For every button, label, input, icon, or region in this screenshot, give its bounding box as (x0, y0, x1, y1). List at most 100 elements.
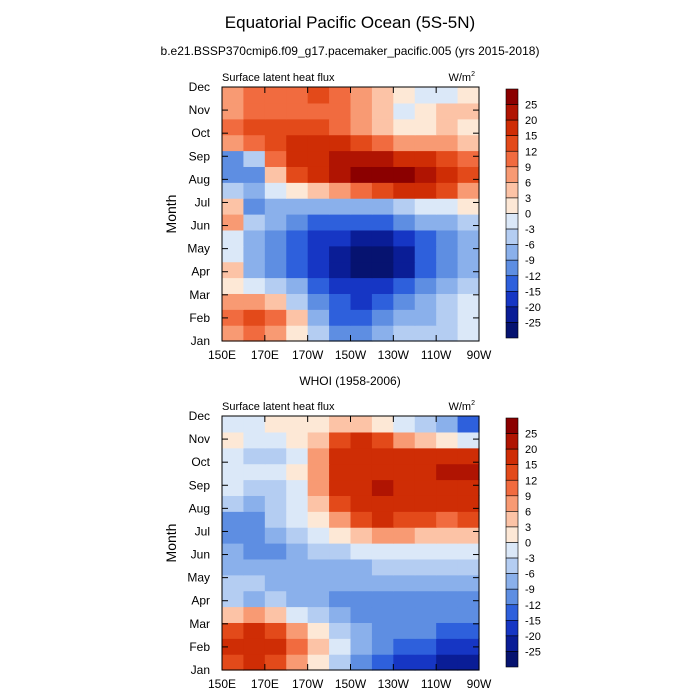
heatmap-cell (436, 150, 459, 167)
heatmap-cell (329, 309, 352, 326)
heatmap-cell (393, 277, 416, 294)
heatmap-cell (436, 543, 459, 560)
heatmap-cell (414, 182, 437, 199)
heatmap-cell (436, 293, 459, 310)
x-tick-label: 170W (292, 348, 324, 362)
heatmap-cell (264, 102, 287, 120)
heatmap-cell (243, 182, 266, 199)
heatmap-cell (457, 654, 480, 671)
heatmap-cell (436, 527, 459, 544)
heatmap-cell (329, 182, 352, 199)
colorbar-box (505, 588, 519, 606)
heatmap-cell (350, 293, 373, 310)
heatmap-cell (222, 622, 245, 639)
heatmap-cell (222, 166, 245, 183)
heatmap-cell (222, 511, 245, 528)
heatmap-cell (371, 543, 394, 560)
heatmap-cell (243, 463, 266, 481)
x-tick-label: 170W (292, 677, 324, 691)
heatmap-cell (222, 182, 245, 199)
heatmap-cell (286, 416, 309, 433)
colorbar-box (505, 479, 519, 497)
colorbar-label: 6 (525, 506, 531, 518)
y-tick-label: Oct (191, 126, 210, 140)
heatmap-cell (329, 527, 352, 544)
heatmap-cell (457, 622, 480, 639)
heatmap-cell (436, 277, 459, 294)
colorbar-box (505, 573, 519, 590)
heatmap-cell (222, 574, 245, 592)
units-label: W/m2 (448, 400, 475, 413)
heatmap-cell (264, 229, 287, 247)
heatmap-cell (371, 134, 394, 152)
heatmap-cell (307, 558, 330, 576)
colorbar-label: 12 (525, 475, 537, 487)
heatmap-cell (307, 638, 330, 655)
heatmap-cell (436, 606, 459, 623)
panel-1: b.e21.BSSP370cmip6.f09_g17.pacemaker_pac… (161, 44, 541, 362)
y-tick-label: Jan (191, 663, 210, 677)
heatmap-cell (329, 574, 352, 592)
heatmap-cell (371, 229, 394, 247)
heatmap-cell (393, 102, 416, 120)
heatmap-cell (457, 416, 480, 433)
heatmap-cell (350, 479, 373, 496)
colorbar-box (505, 166, 519, 183)
y-tick-label: Aug (189, 501, 210, 515)
heatmap-cell (243, 511, 266, 528)
colorbar-box (505, 448, 519, 465)
heatmap-cell (393, 463, 416, 481)
heatmap-cell (264, 214, 287, 231)
heatmap-cell (414, 293, 437, 310)
colorbar-box (505, 275, 519, 292)
heatmap-cell (243, 214, 266, 231)
heatmap-cell (264, 638, 287, 655)
heatmap-cell (307, 479, 330, 496)
heatmap-cell (393, 325, 416, 342)
heatmap-cell (457, 495, 480, 512)
heatmap-cell (264, 431, 287, 449)
colorbar-label: 6 (525, 177, 531, 189)
y-tick-label: May (187, 242, 210, 256)
heatmap-cell (457, 590, 480, 608)
heatmap-cell (350, 198, 373, 215)
heatmap-cell (436, 558, 459, 576)
heatmap-cell (371, 574, 394, 592)
heatmap-cell (264, 198, 287, 215)
heatmap-cell (457, 166, 480, 183)
heatmap-cell (414, 574, 437, 592)
heatmap-cell (414, 134, 437, 152)
colorbar-label: 25 (525, 429, 537, 441)
heatmap-cell (243, 638, 266, 655)
x-tick-label: 150W (335, 348, 367, 362)
heatmap-cell (371, 463, 394, 481)
colorbar-label: -12 (525, 600, 541, 612)
heatmap-cell (457, 118, 480, 136)
colorbar-label: 0 (525, 538, 531, 550)
heatmap-cell (329, 150, 352, 167)
heatmap-cell (286, 511, 309, 528)
y-tick-label: Nov (189, 432, 210, 446)
heatmap-cell (329, 606, 352, 623)
colorbar-box (505, 604, 519, 621)
heatmap-cell (286, 309, 309, 326)
heatmap-cell (414, 558, 437, 576)
colorbar-box (505, 150, 519, 168)
heatmap-cell (307, 293, 330, 310)
heatmap-cell (350, 277, 373, 294)
heatmap-cell (457, 463, 480, 481)
heatmap-cell (264, 558, 287, 576)
variable-label: Surface latent heat flux (222, 72, 335, 84)
panel-title: b.e21.BSSP370cmip6.f09_g17.pacemaker_pac… (161, 44, 540, 58)
heatmap-cell (243, 416, 266, 433)
heatmap-cell (457, 261, 480, 279)
colorbar-box (505, 182, 519, 199)
heatmap-cell (414, 638, 437, 655)
heatmap-cell (393, 543, 416, 560)
heatmap-cell (243, 574, 266, 592)
heatmap-cell (393, 622, 416, 639)
heatmap-cell (350, 431, 373, 449)
heatmap-cell (329, 134, 352, 152)
heatmap-cell (264, 527, 287, 544)
